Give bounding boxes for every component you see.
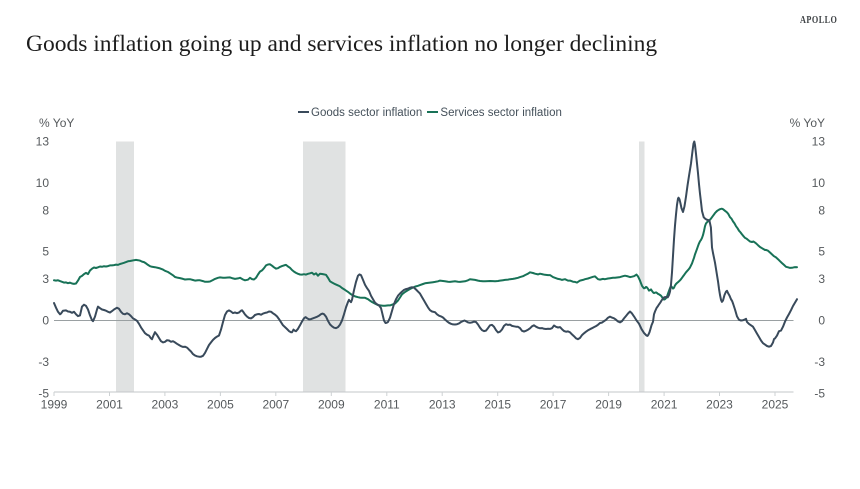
svg-text:2017: 2017 [540,398,567,412]
svg-text:-3: -3 [814,355,825,369]
svg-text:13: 13 [36,135,50,149]
svg-text:5: 5 [42,245,49,259]
svg-text:2015: 2015 [484,398,511,412]
svg-text:0: 0 [818,314,825,328]
svg-text:5: 5 [818,245,825,259]
svg-text:% YoY: % YoY [790,116,825,130]
svg-text:-5: -5 [38,387,49,401]
svg-text:2007: 2007 [262,398,289,412]
svg-text:2001: 2001 [96,398,123,412]
svg-text:-3: -3 [38,355,49,369]
svg-text:-5: -5 [814,387,825,401]
svg-text:8: 8 [42,203,49,217]
svg-text:1999: 1999 [41,398,68,412]
svg-text:10: 10 [36,176,50,190]
svg-text:2005: 2005 [207,398,234,412]
svg-text:0: 0 [42,314,49,328]
svg-text:3: 3 [818,272,825,286]
svg-text:2013: 2013 [429,398,456,412]
svg-text:% YoY: % YoY [39,116,74,130]
svg-text:2021: 2021 [651,398,678,412]
svg-text:2023: 2023 [706,398,733,412]
svg-text:2003: 2003 [152,398,179,412]
svg-text:2019: 2019 [595,398,622,412]
svg-text:3: 3 [42,272,49,286]
svg-text:8: 8 [818,203,825,217]
svg-text:10: 10 [812,176,826,190]
svg-text:2009: 2009 [318,398,345,412]
svg-text:2011: 2011 [374,398,400,412]
svg-text:2025: 2025 [762,398,789,412]
svg-text:13: 13 [812,135,826,149]
